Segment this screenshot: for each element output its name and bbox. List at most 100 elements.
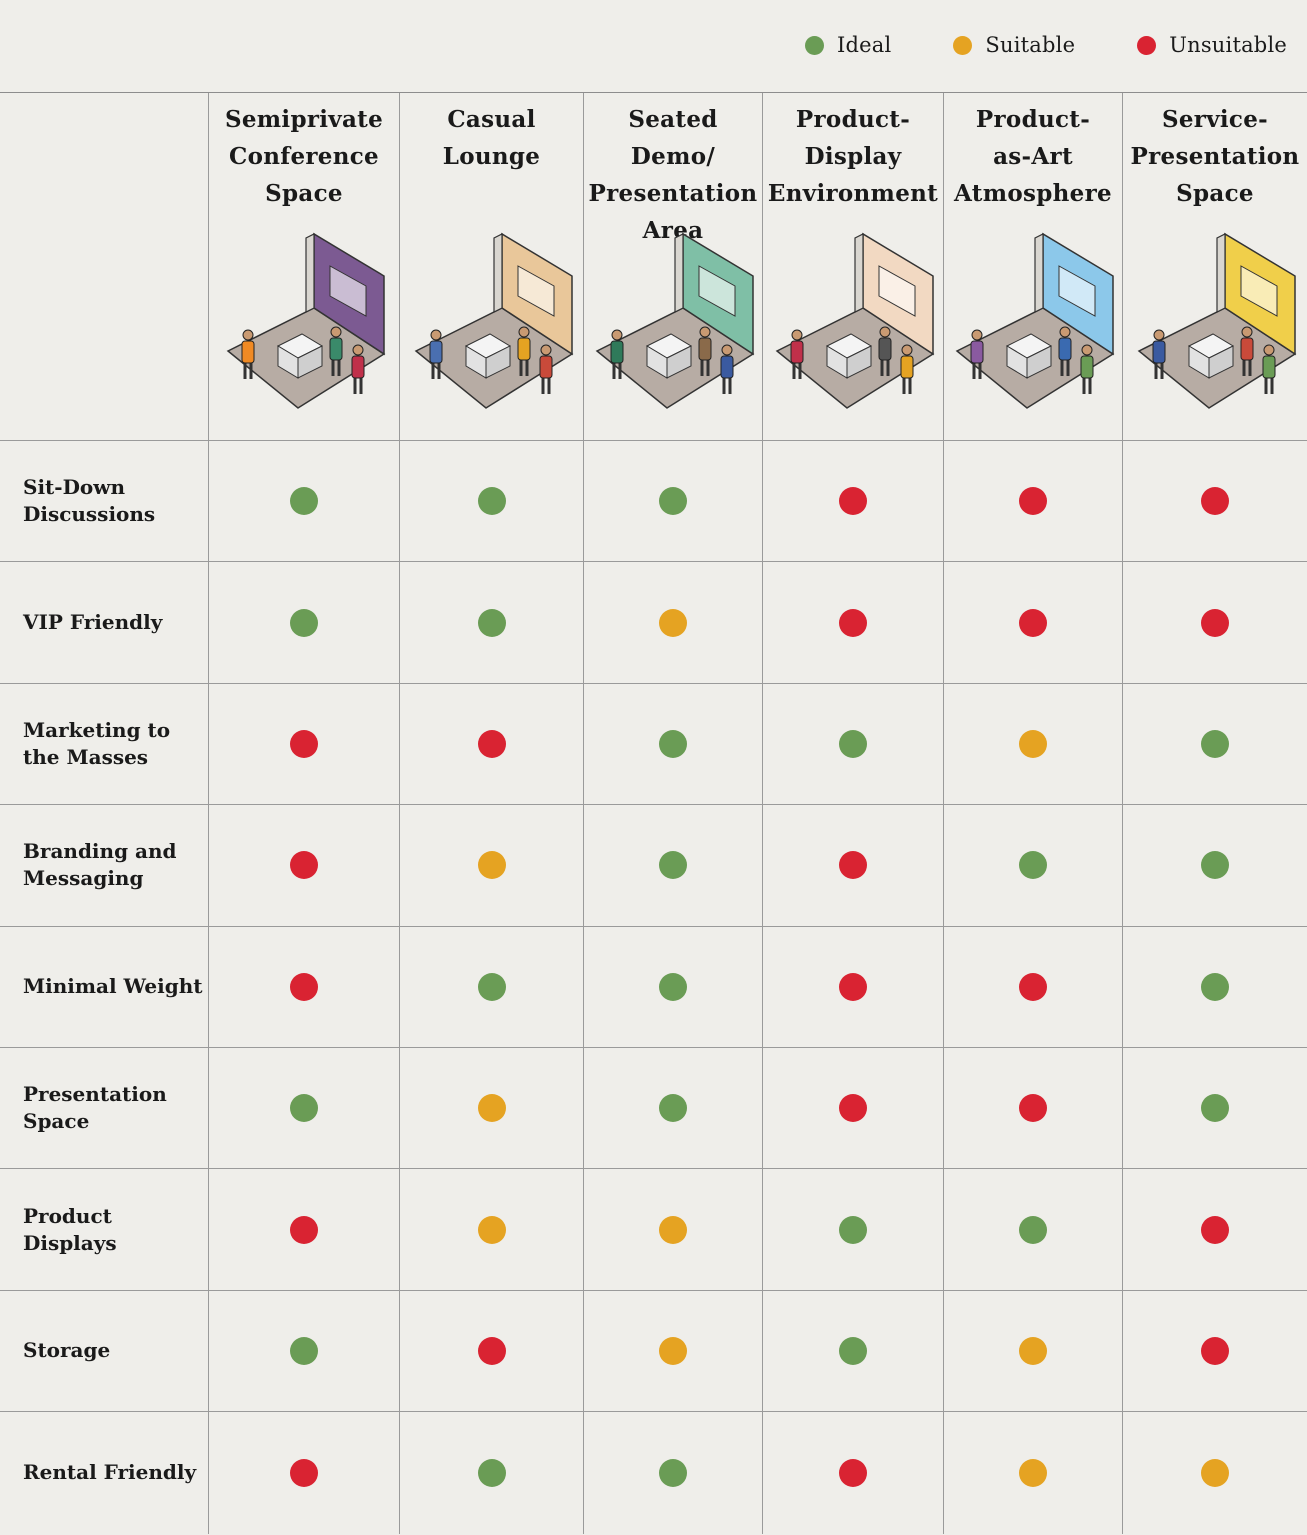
rating-cell [943,683,1122,806]
art-booth-illustration-svg [955,232,1115,409]
rating-dot-unsuitable [1201,1336,1229,1365]
rating-cell [943,441,1122,563]
rating-cell [762,1290,943,1413]
legend-item-ideal: Ideal [805,33,891,57]
header-corner [0,93,208,441]
column-header: Product- as-Art Atmosphere [943,93,1122,441]
person-icon [1262,344,1276,394]
rating-dot-ideal [1019,851,1047,880]
rating-dot-unsuitable [1019,487,1047,516]
rating-cell [208,1412,399,1534]
rating-cell [1122,1169,1307,1291]
rating-dot-ideal [1201,972,1229,1001]
rating-dot-ideal [477,487,506,516]
rating-dot-ideal [290,608,318,637]
row-label: Branding and Messaging [0,805,208,927]
rating-cell [399,926,583,1048]
person-icon [878,326,892,376]
rating-dot-unsuitable [290,972,318,1001]
rating-dot-ideal [290,487,318,516]
service-booth-illustration-svg [1137,232,1297,409]
rating-cell [208,683,399,806]
column-title: Semiprivate Conference Space [224,106,384,207]
row-label: Product Displays [0,1169,208,1291]
rating-cell [208,1047,399,1170]
rating-cell [399,441,583,563]
rating-dot-suitable [1019,1458,1047,1487]
rating-cell [1122,926,1307,1048]
rating-dot-ideal [839,1336,867,1365]
column-title: Casual Lounge [442,106,541,170]
rating-cell [583,441,762,563]
rating-dot-unsuitable [839,487,867,516]
rating-dot-unsuitable [290,1215,318,1244]
rating-cell [1122,1412,1307,1534]
column-title: Service- Presentation Space [1130,106,1300,207]
rating-dot-suitable [1019,1336,1047,1365]
display-booth-illustration-svg [775,232,935,409]
rating-dot-unsuitable [1201,1215,1229,1244]
rating-dot-ideal [1201,1094,1229,1123]
rating-dot-unsuitable [290,1458,318,1487]
rating-cell [399,1047,583,1170]
rating-dot-ideal [659,1458,687,1487]
rating-dot-ideal [659,851,687,880]
rating-cell [943,926,1122,1048]
column-header: Casual Lounge [399,93,583,441]
rating-cell [762,683,943,806]
person-icon [720,344,734,394]
rating-dot-unsuitable [839,1094,867,1123]
legend-dot-suitable [953,35,973,55]
rating-dot-ideal [659,729,687,758]
row-label: Presentation Space [0,1048,208,1170]
rating-cell [399,1169,583,1291]
legend-dot-unsuitable [1137,35,1157,55]
rating-dot-unsuitable [1019,608,1047,637]
rating-cell [208,1169,399,1291]
rating-cell [1122,562,1307,684]
row-label: VIP Friendly [0,562,208,684]
person-icon [351,344,365,394]
row-label: Minimal Weight [0,927,208,1048]
service-booth-illustration [1129,226,1301,418]
rating-cell [208,805,399,927]
rating-cell [943,1290,1122,1413]
person-icon [1152,329,1166,379]
rating-dot-unsuitable [1019,972,1047,1001]
rating-cell [1122,805,1307,927]
rating-dot-ideal [290,1336,318,1365]
rating-dot-suitable [1019,729,1047,758]
rating-dot-ideal [659,487,687,516]
column-header: Service- Presentation Space [1122,93,1307,441]
demo-booth-illustration [587,226,759,418]
person-icon [790,329,804,379]
legend-item-suitable: Suitable [953,33,1075,57]
rating-dot-suitable [477,851,506,880]
rating-dot-ideal [839,1215,867,1244]
rating-dot-ideal [839,729,867,758]
rating-dot-ideal [1201,729,1229,758]
rating-cell [762,805,943,927]
column-header: Semiprivate Conference Space [208,93,399,441]
person-icon [539,344,552,394]
rating-cell [208,441,399,563]
legend-label: Ideal [837,33,892,57]
conference-booth-illustration-svg [226,232,386,409]
rating-cell [583,926,762,1048]
demo-booth-illustration-svg [595,232,755,409]
rating-dot-ideal [477,608,506,637]
rating-cell [762,1047,943,1170]
rating-cell [583,805,762,927]
column-header: Seated Demo/ Presentation Area [583,93,762,441]
person-icon [429,329,442,379]
person-icon [698,326,712,376]
conference-booth-illustration [218,226,390,418]
rating-cell [762,1412,943,1534]
rating-dot-unsuitable [1019,1094,1047,1123]
comparison-table: Semiprivate Conference Space Casual Loung… [0,92,1307,1535]
display-booth-illustration [767,226,939,418]
rating-cell [1122,1290,1307,1413]
legend: Ideal Suitable Unsuitable [805,28,1287,62]
person-icon [970,329,984,379]
column-title: Product- as-Art Atmosphere [954,106,1112,207]
